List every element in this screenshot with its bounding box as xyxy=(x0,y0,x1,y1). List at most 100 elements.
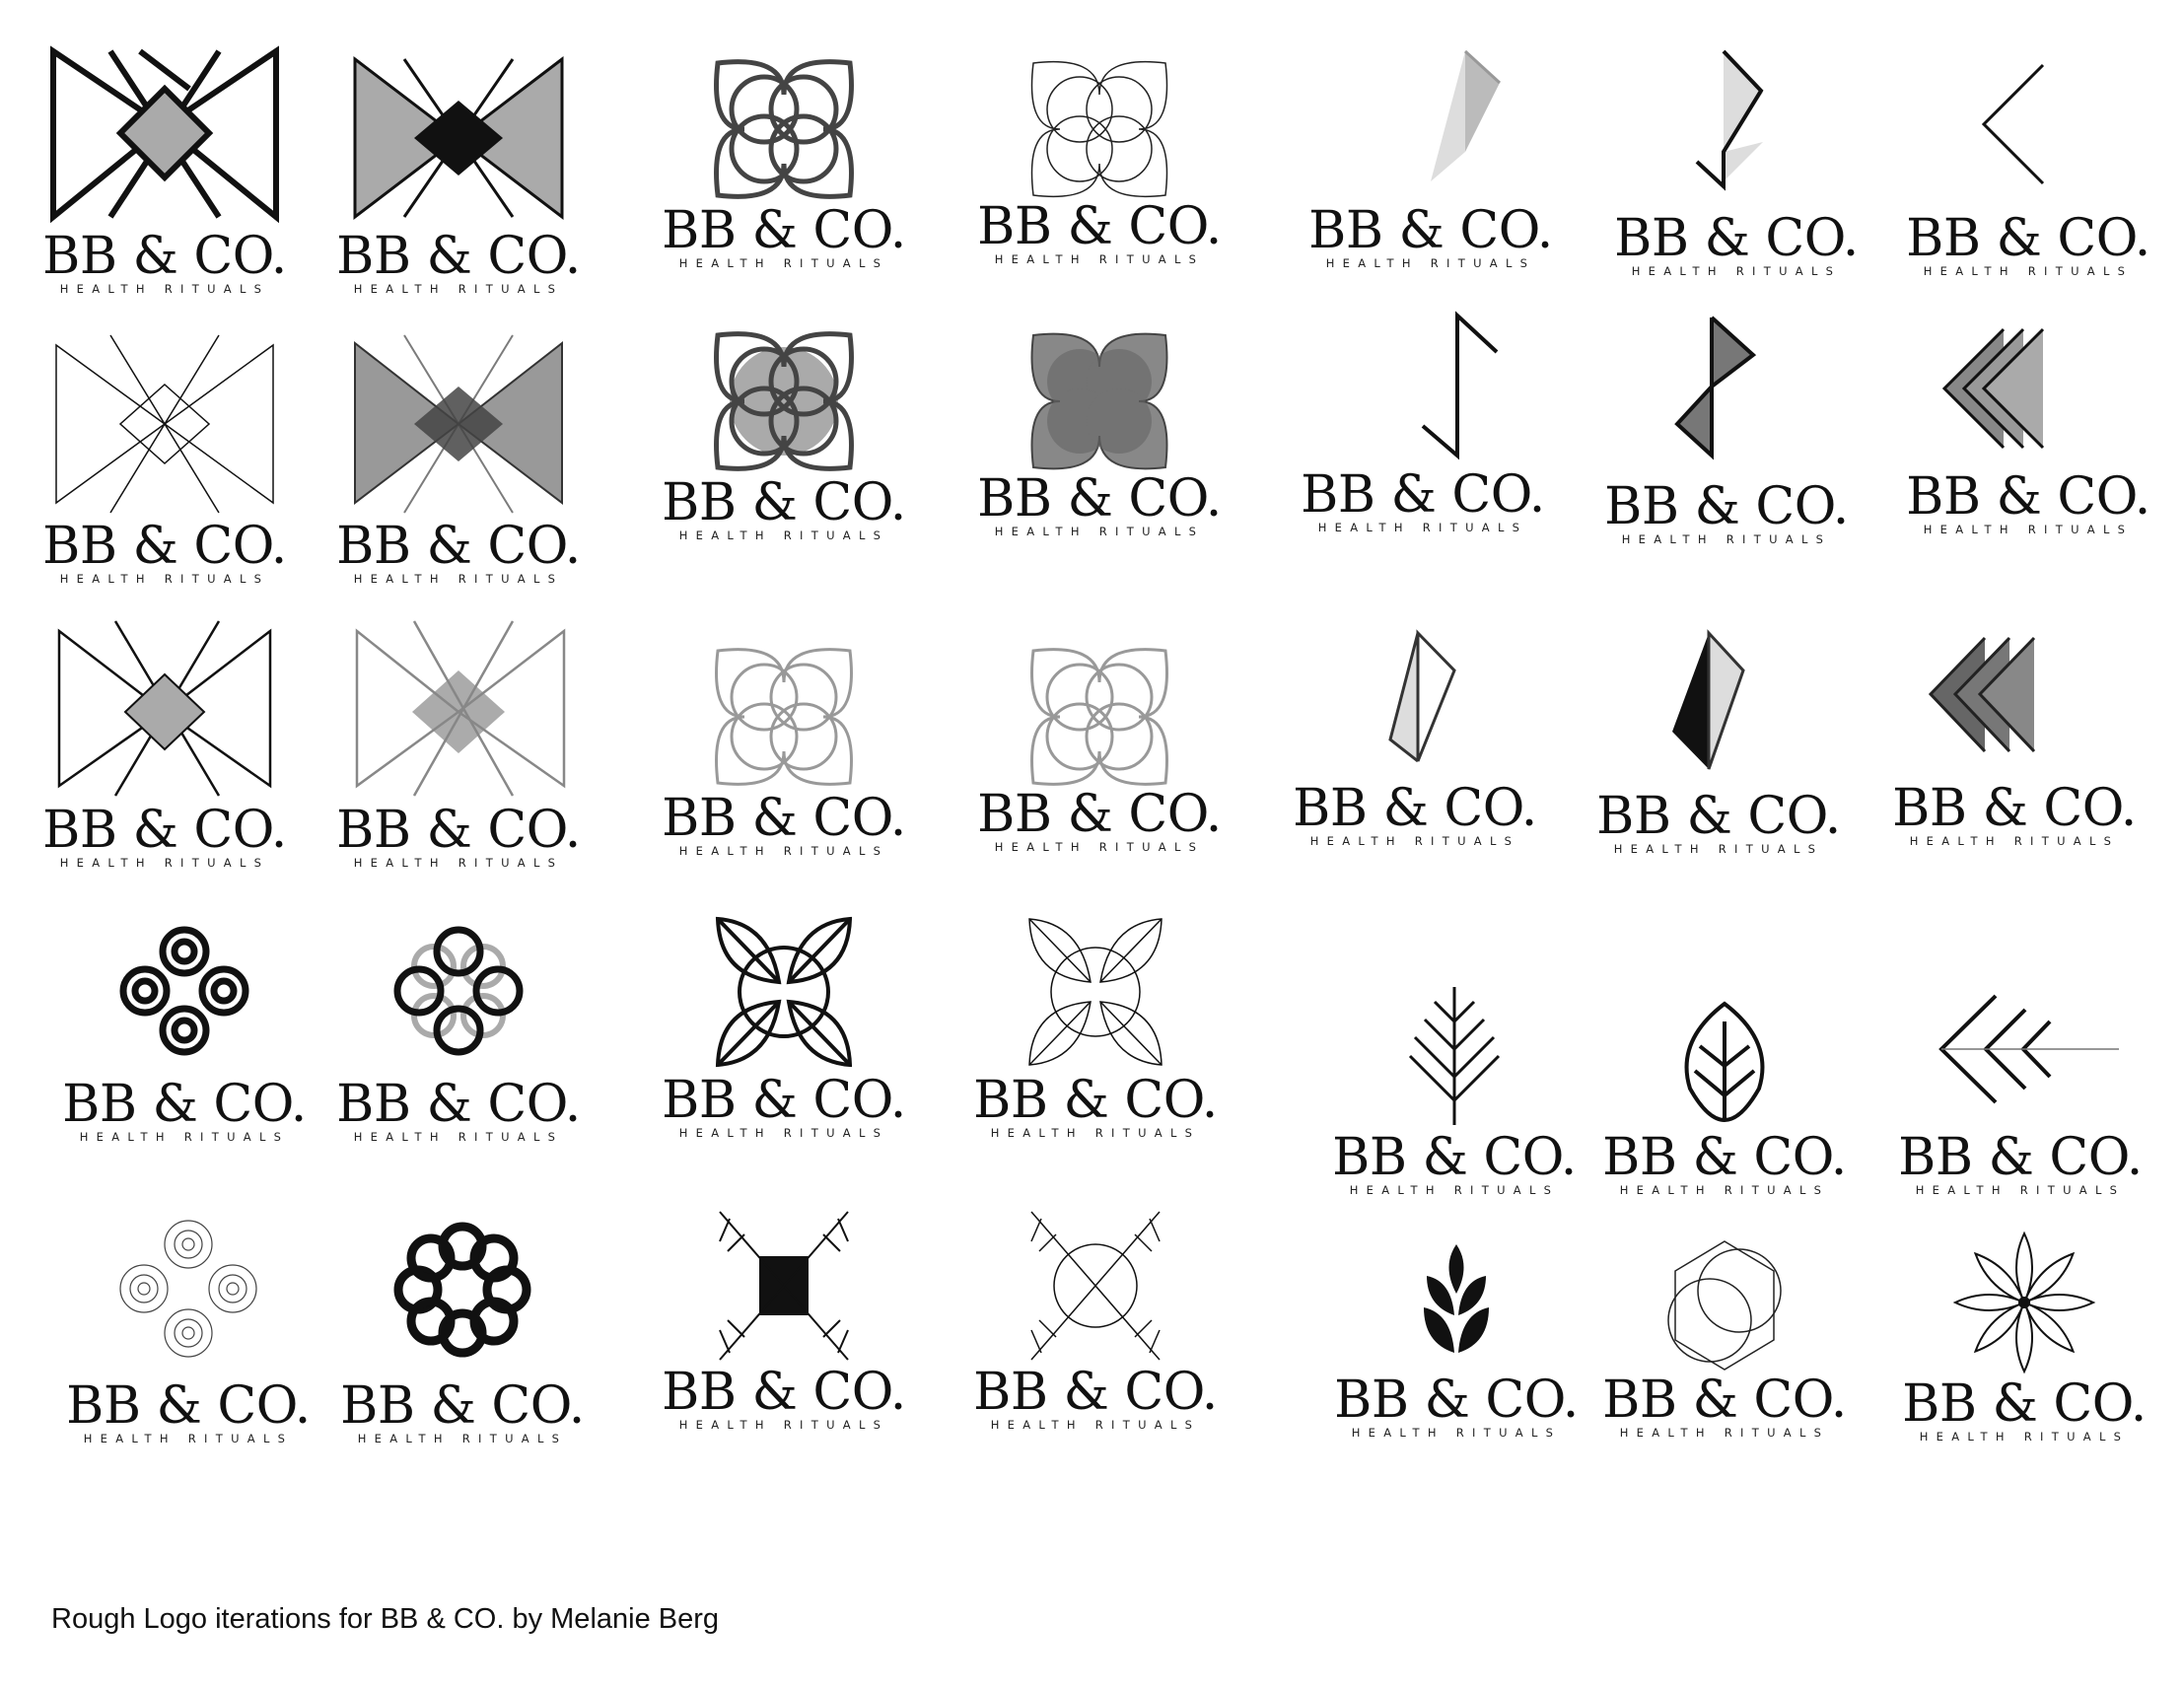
brand-wordmark: BB & CO. xyxy=(1604,477,1849,536)
brand-wordmark: BB & CO. xyxy=(662,789,906,848)
chevron-icon xyxy=(1938,994,2119,1104)
logo-variant: BB & CO. HEALTH RITUALS xyxy=(1905,43,2151,310)
brand-tagline: HEALTH RITUALS xyxy=(994,840,1205,854)
logo-variant: BB & CO. HEALTH RITUALS xyxy=(41,613,288,880)
spiral-icon xyxy=(119,1220,257,1358)
chevron-icon xyxy=(1981,63,2045,185)
bowtie-diamond-icon xyxy=(355,620,566,797)
logo-variant: BB & CO. HEALTH RITUALS xyxy=(1897,982,2144,1248)
brand-tagline: HEALTH RITUALS xyxy=(59,856,270,870)
logo-variant: BB & CO. HEALTH RITUALS xyxy=(61,897,308,1163)
logo-variant: BB & CO. HEALTH RITUALS xyxy=(1601,1236,1848,1503)
bowtie-diamond-icon xyxy=(57,620,272,797)
brand-wordmark: BB & CO. xyxy=(1602,1371,1847,1430)
brand-tagline: HEALTH RITUALS xyxy=(678,844,889,858)
logo-variant: BB & CO. HEALTH RITUALS xyxy=(976,327,1223,594)
brand-wordmark: BB & CO. xyxy=(977,197,1222,256)
brand-wordmark: BB & CO. xyxy=(1308,201,1553,260)
logo-variant: BB & CO. HEALTH RITUALS xyxy=(335,325,582,592)
spiral-icon xyxy=(119,926,249,1056)
zigzag-triangle-icon xyxy=(1431,49,1502,181)
brand-wordmark: BB & CO. xyxy=(42,227,287,286)
leaf-icon xyxy=(715,916,853,1068)
bowtie-diamond-icon xyxy=(55,334,274,514)
zigzag-triangle-icon xyxy=(1674,316,1757,460)
brand-tagline: HEALTH RITUALS xyxy=(1621,532,1832,546)
brand-tagline: HEALTH RITUALS xyxy=(59,282,270,296)
brand-wordmark: BB & CO. xyxy=(1906,209,2150,268)
brand-wordmark: BB & CO. xyxy=(973,1363,1218,1422)
bowtie-diamond-icon xyxy=(50,45,279,224)
brand-tagline: HEALTH RITUALS xyxy=(1619,1183,1830,1197)
brand-wordmark: BB & CO. xyxy=(977,785,1222,844)
brand-tagline: HEALTH RITUALS xyxy=(678,1418,889,1432)
zigzag-triangle-icon xyxy=(1672,629,1745,770)
leaf-icon xyxy=(1684,1001,1765,1123)
brand-tagline: HEALTH RITUALS xyxy=(1317,521,1528,534)
brand-wordmark: BB & CO. xyxy=(973,1071,1218,1130)
footer-caption: Rough Logo iterations for BB & CO. by Me… xyxy=(51,1603,720,1635)
brand-wordmark: BB & CO. xyxy=(1596,787,1841,846)
brand-tagline: HEALTH RITUALS xyxy=(1923,523,2134,536)
brand-tagline: HEALTH RITUALS xyxy=(1325,256,1536,270)
four-petal-circle-icon xyxy=(714,59,854,199)
brand-tagline: HEALTH RITUALS xyxy=(678,256,889,270)
logo-variant: BB & CO. HEALTH RITUALS xyxy=(1901,1229,2148,1495)
brand-tagline: HEALTH RITUALS xyxy=(990,1418,1201,1432)
brand-wordmark: BB & CO. xyxy=(1892,779,2137,838)
logo-variant: BB & CO. HEALTH RITUALS xyxy=(65,1195,312,1461)
brand-tagline: HEALTH RITUALS xyxy=(994,252,1205,266)
brand-tagline: HEALTH RITUALS xyxy=(1309,834,1520,848)
logo-variant: BB & CO. HEALTH RITUALS xyxy=(661,1207,907,1473)
brand-wordmark: BB & CO. xyxy=(662,1363,906,1422)
brand-tagline: HEALTH RITUALS xyxy=(353,1130,564,1144)
brand-wordmark: BB & CO. xyxy=(62,1075,307,1134)
brand-tagline: HEALTH RITUALS xyxy=(994,525,1205,538)
brand-wordmark: BB & CO. xyxy=(662,1071,906,1130)
brand-wordmark: BB & CO. xyxy=(336,227,581,286)
brand-wordmark: BB & CO. xyxy=(1602,1128,1847,1187)
logo-variant: BB & CO. HEALTH RITUALS xyxy=(335,613,582,880)
logo-variant: BB & CO. HEALTH RITUALS xyxy=(335,39,582,306)
brand-tagline: HEALTH RITUALS xyxy=(1915,1183,2126,1197)
logo-variant: BB & CO. HEALTH RITUALS xyxy=(41,325,288,592)
brand-wordmark: BB & CO. xyxy=(1614,209,1859,268)
zigzag-triangle-icon xyxy=(1695,49,1764,191)
flower-icon xyxy=(1952,1231,2096,1374)
brand-wordmark: BB & CO. xyxy=(1906,467,2150,527)
brand-tagline: HEALTH RITUALS xyxy=(59,572,270,586)
brand-tagline: HEALTH RITUALS xyxy=(1919,1430,2130,1444)
logo-variant: BB & CO. HEALTH RITUALS xyxy=(661,55,907,321)
brand-tagline: HEALTH RITUALS xyxy=(1619,1426,1830,1440)
brand-wordmark: BB & CO. xyxy=(1902,1374,2147,1434)
logo-variant: BB & CO. HEALTH RITUALS xyxy=(1333,1236,1580,1503)
brand-wordmark: BB & CO. xyxy=(1293,779,1537,838)
four-petal-circle-icon xyxy=(1030,332,1168,470)
brand-tagline: HEALTH RITUALS xyxy=(1923,264,2134,278)
logo-variant: BB & CO. HEALTH RITUALS xyxy=(1307,43,1554,310)
logo-variant: BB & CO. HEALTH RITUALS xyxy=(976,643,1223,909)
logo-variant: BB & CO. HEALTH RITUALS xyxy=(1601,982,1848,1248)
logo-variant: BB & CO. HEALTH RITUALS xyxy=(1613,43,1860,310)
bowtie-diamond-icon xyxy=(354,334,563,514)
brand-tagline: HEALTH RITUALS xyxy=(353,282,564,296)
leaf-icon xyxy=(1408,987,1501,1125)
brand-tagline: HEALTH RITUALS xyxy=(353,856,564,870)
brand-wordmark: BB & CO. xyxy=(662,201,906,260)
leaf-icon xyxy=(1028,918,1162,1066)
brand-wordmark: BB & CO. xyxy=(662,473,906,532)
logo-variant: BB & CO. HEALTH RITUALS xyxy=(1292,623,1538,889)
brand-tagline: HEALTH RITUALS xyxy=(1631,264,1842,278)
logo-variant: BB & CO. HEALTH RITUALS xyxy=(1595,623,1842,889)
brand-wordmark: BB & CO. xyxy=(66,1376,311,1436)
four-petal-circle-icon xyxy=(714,331,854,471)
logo-variant: BB & CO. HEALTH RITUALS xyxy=(661,913,907,1179)
brand-wordmark: BB & CO. xyxy=(42,801,287,860)
bowtie-diamond-icon xyxy=(353,55,564,221)
logo-variant: BB & CO. HEALTH RITUALS xyxy=(1603,308,1850,574)
brand-tagline: HEALTH RITUALS xyxy=(678,1126,889,1140)
four-petal-circle-icon xyxy=(1030,60,1168,198)
four-petal-circle-icon xyxy=(715,648,853,786)
hexagon-icon xyxy=(1667,1240,1782,1371)
logo-variant: BB & CO. HEALTH RITUALS xyxy=(335,897,582,1163)
